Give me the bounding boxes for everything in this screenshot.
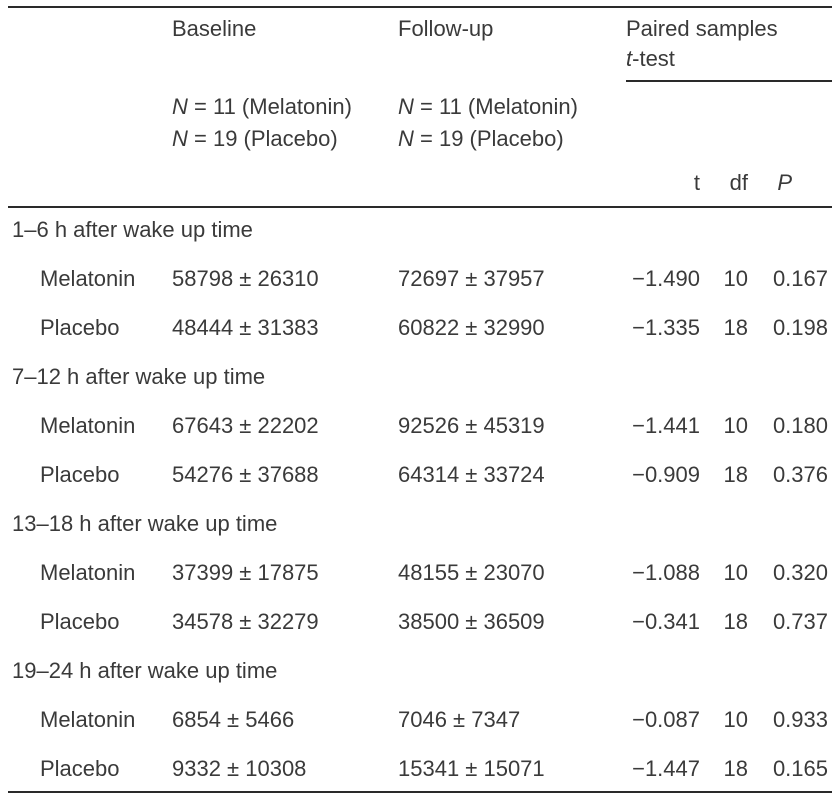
n-symbol: N — [398, 126, 414, 151]
t-value: −1.088 — [632, 560, 700, 585]
df-value: 10 — [723, 266, 748, 291]
df-value: 10 — [723, 560, 748, 585]
table-bottom-rule — [8, 791, 832, 793]
df-value: 18 — [723, 315, 748, 340]
row-label: Melatonin — [40, 266, 136, 291]
t-value: −1.335 — [632, 315, 700, 340]
t-value: −0.341 — [632, 609, 700, 634]
group-label: 13–18 h after wake up time — [12, 511, 278, 536]
followup-value: 72697 ± 37957 — [398, 266, 545, 291]
n-symbol: N — [172, 126, 188, 151]
followup-n-melatonin: N = 11 (Melatonin) — [398, 92, 578, 122]
baseline-value: 9332 ± 10308 — [172, 756, 307, 781]
t-value: −1.490 — [632, 266, 700, 291]
row-label: Melatonin — [40, 413, 136, 438]
df-value: 18 — [723, 462, 748, 487]
header-p: P — [777, 170, 792, 195]
t-value: −1.447 — [632, 756, 700, 781]
df-value: 18 — [723, 756, 748, 781]
header-rule — [8, 206, 832, 208]
t-value: −0.087 — [632, 707, 700, 732]
row-label: Placebo — [40, 315, 120, 340]
row-label: Placebo — [40, 756, 120, 781]
baseline-value: 34578 ± 32279 — [172, 609, 319, 634]
n-symbol: N — [172, 94, 188, 119]
p-value: 0.376 — [772, 462, 828, 487]
baseline-value: 54276 ± 37688 — [172, 462, 319, 487]
p-value: 0.180 — [772, 413, 828, 438]
df-value: 10 — [723, 413, 748, 438]
p-value: 0.737 — [772, 609, 828, 634]
baseline-value: 6854 ± 5466 — [172, 707, 295, 732]
baseline-value: 48444 ± 31383 — [172, 315, 319, 340]
t-test-suffix: -test — [632, 46, 675, 71]
followup-value: 15341 ± 15071 — [398, 756, 545, 781]
followup-value: 64314 ± 33724 — [398, 462, 545, 487]
followup-value: 7046 ± 7347 — [398, 707, 521, 732]
followup-n-placebo: N = 19 (Placebo) — [398, 124, 564, 154]
group-label: 1–6 h after wake up time — [12, 217, 253, 242]
followup-value: 48155 ± 23070 — [398, 560, 545, 585]
baseline-value: 58798 ± 26310 — [172, 266, 319, 291]
header-t: t — [693, 170, 700, 195]
followup-value: 92526 ± 45319 — [398, 413, 545, 438]
n-melatonin-text: = 11 (Melatonin) — [187, 94, 352, 119]
group-label: 19–24 h after wake up time — [12, 658, 278, 683]
header-followup: Follow-up — [398, 16, 494, 41]
n-placebo-text: = 19 (Placebo) — [413, 126, 564, 151]
n-placebo-text: = 19 (Placebo) — [187, 126, 338, 151]
df-value: 18 — [723, 609, 748, 634]
row-label: Placebo — [40, 609, 120, 634]
n-melatonin-text: = 11 (Melatonin) — [413, 94, 578, 119]
p-value: 0.165 — [772, 756, 828, 781]
p-value: 0.933 — [772, 707, 828, 732]
paired-test-rule — [626, 80, 832, 82]
baseline-n-placebo: N = 19 (Placebo) — [172, 124, 338, 154]
p-value: 0.198 — [772, 315, 828, 340]
t-symbol: t — [626, 46, 633, 71]
followup-value: 38500 ± 36509 — [398, 609, 545, 634]
row-label: Placebo — [40, 462, 120, 487]
followup-value: 60822 ± 32990 — [398, 315, 545, 340]
row-label: Melatonin — [40, 707, 136, 732]
group-label: 7–12 h after wake up time — [12, 364, 266, 389]
p-value: 0.167 — [772, 266, 828, 291]
baseline-value: 67643 ± 22202 — [172, 413, 319, 438]
row-label: Melatonin — [40, 560, 136, 585]
header-t-test: t-test — [626, 44, 675, 74]
n-symbol: N — [398, 94, 414, 119]
p-value: 0.320 — [772, 560, 828, 585]
table-top-rule — [8, 6, 832, 8]
baseline-value: 37399 ± 17875 — [172, 560, 319, 585]
header-paired-samples: Paired samples — [626, 16, 778, 41]
t-value: −1.441 — [632, 413, 700, 438]
t-value: −0.909 — [632, 462, 700, 487]
baseline-n-melatonin: N = 11 (Melatonin) — [172, 92, 352, 122]
header-baseline: Baseline — [172, 16, 257, 41]
header-df: df — [729, 170, 748, 195]
df-value: 10 — [723, 707, 748, 732]
